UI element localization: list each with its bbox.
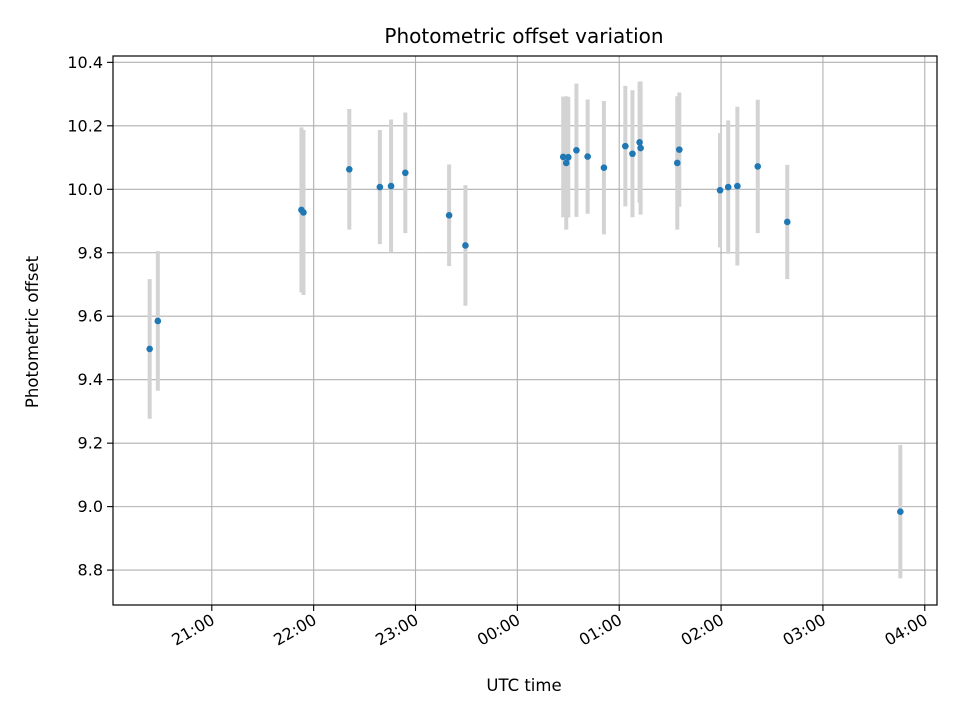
data-point <box>716 186 724 194</box>
data-point <box>445 212 453 219</box>
y-axis-ticks: 8.8 9.0 9.2 9.4 9.6 9.8 10.0 10.2 10.4 <box>67 53 113 580</box>
x-axis-label: UTC time <box>486 676 561 695</box>
data-point <box>387 182 395 190</box>
chart-title: Photometric offset variation <box>384 24 663 48</box>
y-tick-label: 10.2 <box>67 116 103 135</box>
data-point <box>897 508 904 516</box>
data-point <box>300 209 307 216</box>
data-point <box>676 146 683 153</box>
data-point <box>402 169 409 177</box>
y-tick-label: 10.0 <box>67 180 103 199</box>
data-point <box>146 345 153 353</box>
data-point <box>559 153 567 161</box>
data-point <box>673 159 681 167</box>
y-axis-label: Photometric offset <box>23 255 42 408</box>
y-tick-label: 9.0 <box>78 497 103 516</box>
data-point <box>754 163 762 170</box>
data-point <box>734 182 741 190</box>
data-point <box>600 164 608 172</box>
y-tick-label: 9.2 <box>78 434 103 453</box>
data-point <box>584 153 591 160</box>
y-tick-label: 8.8 <box>78 561 103 580</box>
data-point <box>636 139 643 146</box>
data-point <box>573 146 580 154</box>
y-tick-label: 10.4 <box>67 53 103 72</box>
grid-lines <box>113 56 937 605</box>
data-point <box>154 317 162 325</box>
data-point <box>629 150 636 158</box>
y-tick-label: 9.8 <box>78 243 103 262</box>
data-point <box>724 183 732 191</box>
data-point <box>637 144 644 152</box>
data-point <box>783 218 791 226</box>
data-point <box>622 142 629 150</box>
data-point <box>562 159 570 167</box>
plot-frame <box>112 55 938 606</box>
data-point <box>346 165 353 173</box>
y-tick-label: 9.4 <box>78 370 103 389</box>
data-point <box>564 153 572 161</box>
data-point <box>462 242 469 249</box>
y-tick-label: 9.6 <box>78 307 103 326</box>
data-points <box>146 139 904 516</box>
data-point <box>376 183 384 191</box>
